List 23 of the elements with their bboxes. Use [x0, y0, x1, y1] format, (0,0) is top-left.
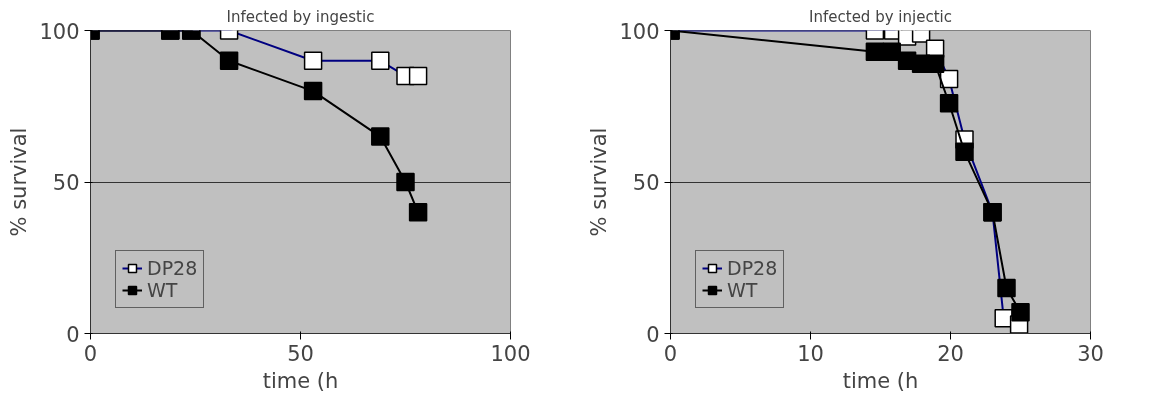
x-tick-label: 50 — [287, 341, 314, 366]
y-axis-title: % survival — [587, 127, 612, 237]
chart-title: Infected by ingestic — [226, 7, 375, 26]
x-tick-label: 20 — [937, 341, 964, 366]
x-tick-label: 0 — [83, 341, 98, 366]
x-axis-title: time (h — [262, 368, 339, 393]
legend-label: DP28 — [727, 257, 778, 279]
y-tick-label: 50 — [632, 171, 660, 195]
chart-title: Infected by injectic — [809, 7, 952, 26]
x-tick-label: 0 — [663, 341, 678, 366]
x-tick-label: 100 — [490, 341, 531, 366]
legend-label: WT — [147, 279, 178, 301]
y-tick-label: 100 — [619, 19, 660, 44]
y-axis-title: % survival — [7, 127, 32, 237]
legend-label: DP28 — [147, 257, 198, 279]
y-tick-label: 0 — [66, 322, 80, 347]
x-tick-label: 30 — [1077, 341, 1104, 366]
y-tick-label: 0 — [646, 322, 660, 347]
y-tick-label: 50 — [52, 171, 80, 195]
x-axis-title: time (h — [842, 368, 919, 393]
x-tick-label: 10 — [797, 341, 824, 366]
legend-label: WT — [727, 279, 758, 301]
y-tick-label: 100 — [39, 19, 80, 44]
